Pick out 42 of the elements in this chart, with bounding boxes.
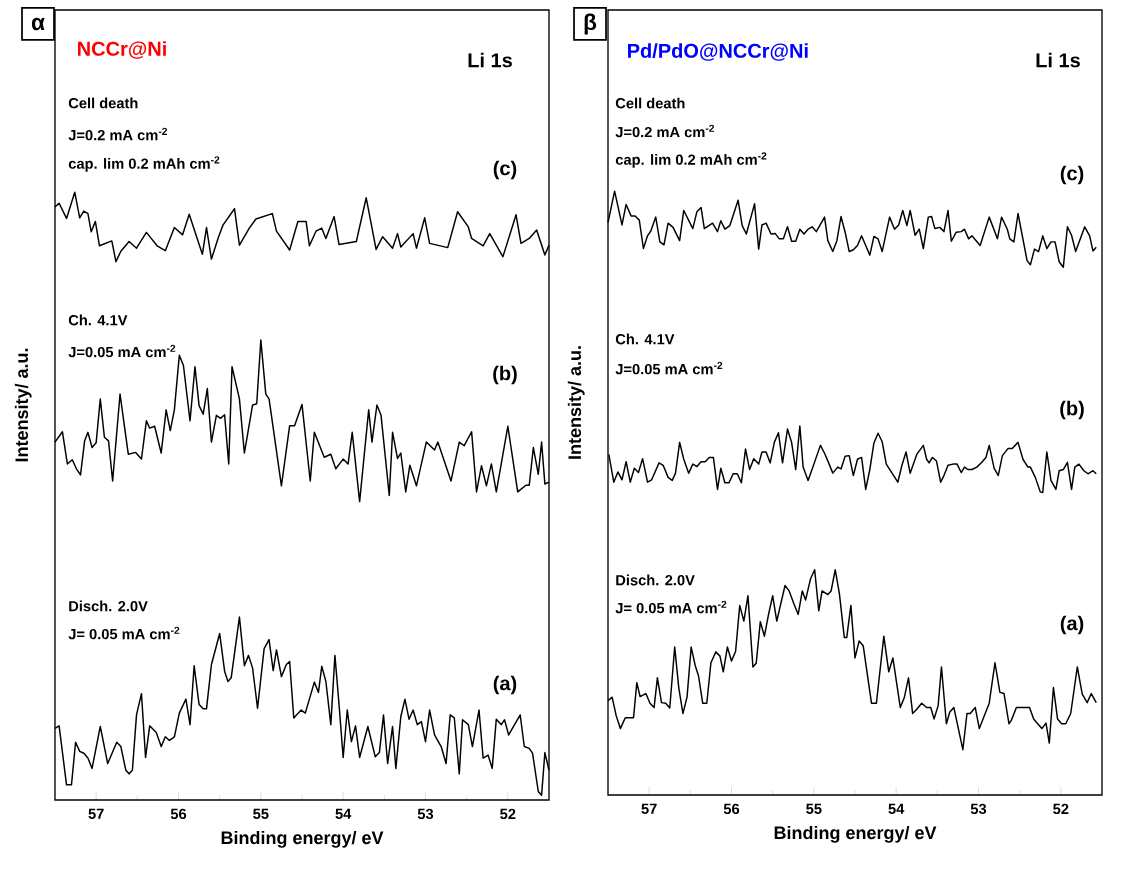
x-tick-label: 55 [253, 808, 269, 819]
chart-title: Pd/PdO@NCCr@Ni [628, 43, 808, 61]
x-tick-label: 57 [88, 808, 104, 819]
text: Li 1s [468, 52, 512, 68]
series-label: (a) [1060, 615, 1084, 635]
annotation: Disch. 2.0V [616, 574, 695, 586]
annotation: J=0.05 mA cm$^{-2}$ [68, 344, 176, 358]
x-tick-label: 53 [970, 803, 987, 815]
annotation: J= 0.05 mA cm$^{-2}$ [615, 600, 727, 614]
x-tick-label: 52 [500, 808, 516, 820]
x-tick-label: 54 [888, 803, 905, 814]
x-tick-label: 52 [1053, 803, 1069, 815]
series-label: (b) [1060, 400, 1084, 420]
y-axis-title: Intensity/ a.u. [14, 348, 32, 462]
text: α [31, 17, 45, 31]
annotation: Ch. 4.1V [68, 314, 128, 326]
annotation: J= 0.05 mA cm$^{-2}$ [68, 626, 180, 640]
text: Cell death [615, 97, 685, 109]
annotation: Ch. 4.1V [615, 333, 675, 345]
text: J=0.2 mA cm$^{-2}$ [68, 127, 168, 141]
text: Li 1s [1036, 52, 1080, 68]
y-axis-title: Intensity/ a.u. [567, 346, 585, 459]
annotation: J=0.05 mA cm$^{-2}$ [615, 361, 723, 375]
text: J=0.2 mA cm$^{-2}$ [615, 124, 715, 138]
x-tick-label: 56 [170, 808, 187, 820]
text: β [584, 13, 597, 35]
series-label: (a) [493, 675, 517, 695]
text: (c) [1060, 165, 1084, 185]
text: (b) [493, 365, 517, 385]
text: Cell death [68, 97, 138, 109]
x-tick-label: 56 [723, 803, 740, 815]
x-tick-label: 53 [417, 808, 434, 820]
x-tick-label: 57 [641, 803, 657, 814]
series-label: (c) [493, 160, 517, 180]
annotation: Disch. 2.0V [69, 600, 148, 612]
x-tick-label: 54 [335, 808, 352, 819]
x-axis-title: Binding energy/ eV [221, 830, 384, 848]
chart-title: NCCr@Ni [78, 41, 166, 59]
text: cap. lim 0.2 mAh cm$^{-2}$ [615, 152, 767, 168]
x-tick-label: 55 [806, 803, 822, 814]
x-axis-title: Binding energy/ eV [774, 825, 937, 843]
text: cap. lim 0.2 mAh cm$^{-2}$ [68, 156, 220, 172]
